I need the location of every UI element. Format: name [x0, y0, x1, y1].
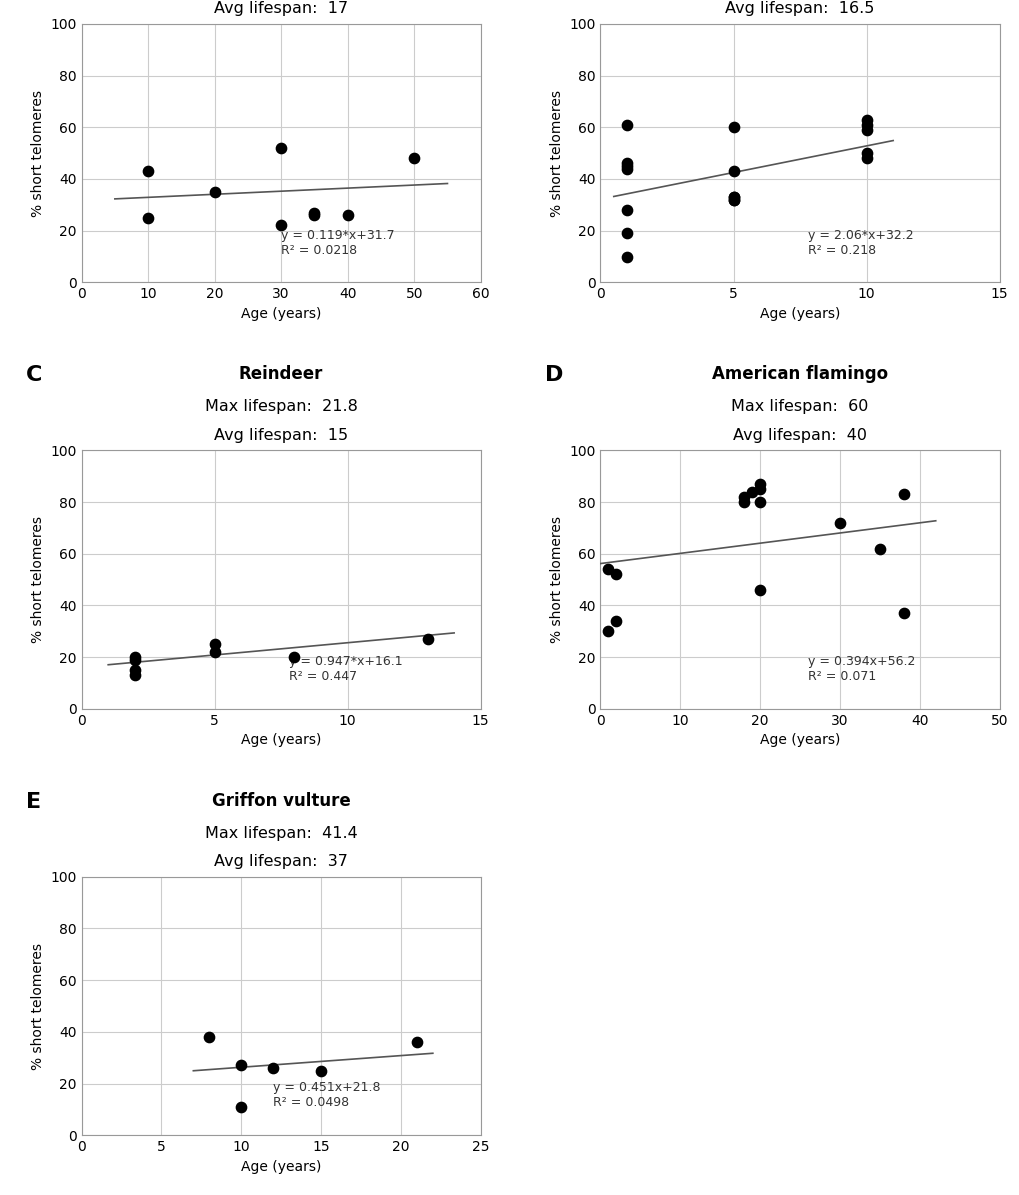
Y-axis label: % short telomeres: % short telomeres: [31, 90, 45, 216]
Point: [751, 492, 767, 511]
Point: [619, 247, 635, 266]
X-axis label: Age (years): Age (years): [240, 307, 321, 320]
Point: [858, 115, 874, 134]
Point: [126, 666, 143, 685]
Point: [858, 148, 874, 167]
X-axis label: Age (years): Age (years): [759, 307, 840, 320]
Point: [751, 581, 767, 600]
Text: Avg lifespan:  37: Avg lifespan: 37: [214, 854, 347, 869]
Point: [751, 474, 767, 494]
Point: [858, 143, 874, 163]
Point: [600, 621, 616, 641]
Point: [201, 1028, 217, 1047]
Point: [736, 488, 752, 507]
Text: y = 0.394x+56.2
R² = 0.071: y = 0.394x+56.2 R² = 0.071: [807, 655, 914, 684]
Text: Avg lifespan:  17: Avg lifespan: 17: [214, 1, 347, 17]
Point: [406, 148, 422, 167]
Point: [306, 203, 322, 222]
Point: [607, 565, 624, 584]
Text: C: C: [25, 364, 42, 385]
X-axis label: Age (years): Age (years): [240, 734, 321, 747]
Point: [751, 479, 767, 498]
X-axis label: Age (years): Age (years): [759, 734, 840, 747]
Text: Avg lifespan:  15: Avg lifespan: 15: [214, 428, 347, 442]
Point: [619, 201, 635, 220]
X-axis label: Age (years): Age (years): [240, 1159, 321, 1173]
Point: [140, 161, 156, 180]
Point: [273, 216, 289, 235]
Text: D: D: [544, 364, 562, 385]
Point: [233, 1097, 250, 1116]
Point: [743, 482, 759, 501]
Point: [206, 643, 222, 662]
Point: [858, 121, 874, 140]
Text: Avg lifespan:  16.5: Avg lifespan: 16.5: [725, 1, 874, 17]
Point: [736, 492, 752, 511]
Point: [313, 1061, 329, 1080]
Text: Griffon vulture: Griffon vulture: [212, 791, 351, 809]
Point: [409, 1032, 425, 1052]
Point: [265, 1059, 281, 1078]
Text: y = 0.451x+21.8
R² = 0.0498: y = 0.451x+21.8 R² = 0.0498: [273, 1081, 380, 1109]
Point: [339, 206, 356, 225]
Text: Reindeer: Reindeer: [238, 366, 323, 384]
Point: [725, 188, 741, 207]
Y-axis label: % short telomeres: % short telomeres: [549, 516, 564, 643]
Point: [725, 190, 741, 209]
Point: [206, 183, 222, 202]
Point: [871, 539, 888, 558]
Point: [619, 159, 635, 178]
Point: [126, 648, 143, 667]
Text: y = 0.119*x+31.7
R² = 0.0218: y = 0.119*x+31.7 R² = 0.0218: [281, 228, 394, 257]
Y-axis label: % short telomeres: % short telomeres: [549, 90, 564, 216]
Point: [895, 603, 911, 623]
Point: [619, 223, 635, 243]
Text: E: E: [25, 791, 41, 811]
Point: [600, 559, 616, 578]
Text: Max lifespan:  21.8: Max lifespan: 21.8: [205, 399, 358, 415]
Point: [273, 139, 289, 158]
Point: [286, 648, 303, 667]
Text: y = 0.947*x+16.1
R² = 0.447: y = 0.947*x+16.1 R² = 0.447: [288, 655, 403, 684]
Text: Max lifespan:  60: Max lifespan: 60: [731, 399, 868, 415]
Point: [306, 206, 322, 225]
Point: [619, 154, 635, 173]
Point: [619, 115, 635, 134]
Point: [725, 188, 741, 207]
Point: [126, 661, 143, 680]
Text: Max lifespan:  41.4: Max lifespan: 41.4: [205, 826, 358, 840]
Text: Avg lifespan:  40: Avg lifespan: 40: [733, 428, 866, 442]
Point: [725, 190, 741, 209]
Text: y = 2.06*x+32.2
R² = 0.218: y = 2.06*x+32.2 R² = 0.218: [807, 228, 913, 257]
Point: [725, 118, 741, 137]
Point: [619, 157, 635, 176]
Point: [607, 612, 624, 631]
Y-axis label: % short telomeres: % short telomeres: [31, 516, 45, 643]
Point: [206, 635, 222, 654]
Point: [419, 630, 435, 649]
Point: [725, 161, 741, 180]
Point: [140, 208, 156, 227]
Point: [895, 485, 911, 504]
Text: American flamingo: American flamingo: [711, 366, 888, 384]
Y-axis label: % short telomeres: % short telomeres: [31, 943, 45, 1070]
Point: [233, 1056, 250, 1076]
Point: [126, 650, 143, 669]
Point: [830, 513, 847, 532]
Point: [858, 110, 874, 129]
